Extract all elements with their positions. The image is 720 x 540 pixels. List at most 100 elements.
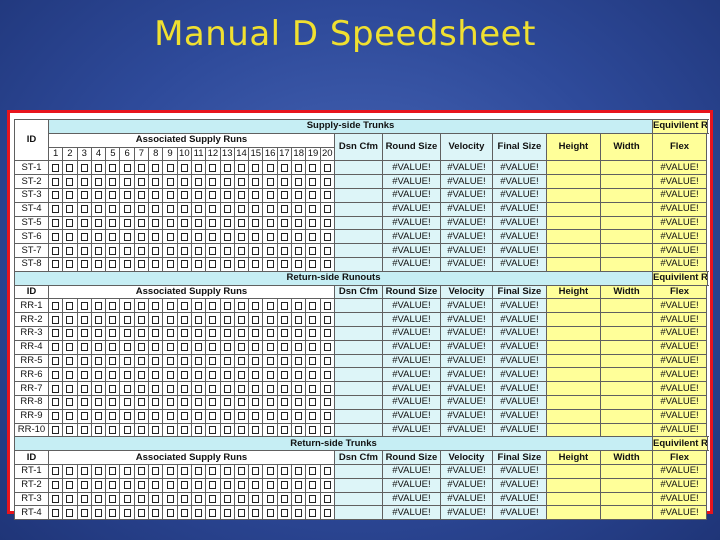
run-checkbox[interactable]: [152, 425, 160, 434]
run-checkbox[interactable]: [223, 205, 231, 214]
run-checkbox[interactable]: [195, 384, 203, 393]
run-checkbox[interactable]: [166, 329, 174, 338]
run-checkbox-cell[interactable]: [319, 394, 335, 410]
run-checkbox[interactable]: [66, 356, 74, 365]
run-checkbox[interactable]: [295, 246, 303, 255]
run-checkbox[interactable]: [152, 356, 160, 365]
run-checkbox-cell[interactable]: [319, 339, 335, 355]
run-checkbox[interactable]: [95, 232, 103, 241]
run-checkbox-cell[interactable]: [62, 174, 78, 189]
run-checkbox[interactable]: [280, 412, 288, 421]
run-checkbox-cell[interactable]: [319, 463, 335, 479]
run-checkbox[interactable]: [223, 508, 231, 517]
run-checkbox-cell[interactable]: [319, 381, 335, 396]
run-checkbox-cell[interactable]: [219, 229, 235, 245]
run-checkbox[interactable]: [295, 191, 303, 200]
run-checkbox-cell[interactable]: [119, 353, 135, 369]
run-checkbox-cell[interactable]: [62, 256, 78, 272]
run-checkbox-cell[interactable]: [76, 298, 92, 314]
run-checkbox[interactable]: [109, 398, 117, 407]
run-checkbox[interactable]: [195, 412, 203, 421]
run-checkbox[interactable]: [109, 384, 117, 393]
run-checkbox-cell[interactable]: [133, 187, 150, 203]
run-checkbox[interactable]: [109, 494, 117, 503]
run-checkbox[interactable]: [323, 481, 331, 490]
run-checkbox[interactable]: [195, 315, 203, 324]
run-checkbox[interactable]: [180, 218, 188, 227]
run-checkbox-cell[interactable]: [176, 353, 192, 369]
run-checkbox[interactable]: [180, 425, 188, 434]
run-checkbox-cell[interactable]: [233, 215, 250, 231]
height-input[interactable]: [545, 353, 601, 369]
run-checkbox-cell[interactable]: [248, 491, 264, 507]
run-checkbox[interactable]: [123, 412, 131, 421]
run-checkbox[interactable]: [66, 246, 74, 255]
run-checkbox[interactable]: [109, 205, 117, 214]
run-checkbox[interactable]: [80, 329, 88, 338]
height-input[interactable]: [545, 394, 601, 410]
run-checkbox[interactable]: [180, 246, 188, 255]
run-checkbox[interactable]: [209, 467, 217, 476]
run-checkbox[interactable]: [109, 370, 117, 379]
run-checkbox-cell[interactable]: [119, 243, 135, 258]
run-checkbox-cell[interactable]: [276, 463, 293, 479]
run-checkbox-cell[interactable]: [276, 505, 293, 521]
run-checkbox[interactable]: [52, 494, 60, 503]
run-checkbox[interactable]: [238, 246, 245, 255]
run-checkbox[interactable]: [180, 370, 188, 379]
run-checkbox[interactable]: [180, 191, 188, 200]
run-checkbox-cell[interactable]: [276, 243, 293, 258]
run-checkbox[interactable]: [95, 163, 103, 172]
run-checkbox[interactable]: [109, 163, 117, 172]
run-checkbox[interactable]: [52, 191, 60, 200]
run-checkbox[interactable]: [295, 398, 303, 407]
height-input[interactable]: [545, 256, 601, 272]
run-checkbox-cell[interactable]: [205, 229, 221, 245]
run-checkbox[interactable]: [166, 412, 174, 421]
run-checkbox-cell[interactable]: [148, 491, 164, 507]
height-input[interactable]: [545, 160, 601, 176]
run-checkbox[interactable]: [166, 191, 174, 200]
run-checkbox[interactable]: [266, 412, 274, 421]
run-checkbox-cell[interactable]: [76, 353, 92, 369]
run-checkbox[interactable]: [137, 494, 145, 503]
run-checkbox[interactable]: [123, 232, 131, 241]
run-checkbox-cell[interactable]: [119, 229, 135, 245]
run-checkbox[interactable]: [309, 425, 317, 434]
run-checkbox[interactable]: [295, 163, 303, 172]
run-checkbox[interactable]: [280, 343, 288, 352]
run-checkbox-cell[interactable]: [148, 256, 164, 272]
run-checkbox-cell[interactable]: [90, 298, 107, 314]
run-checkbox-cell[interactable]: [76, 381, 92, 396]
run-checkbox-cell[interactable]: [219, 367, 235, 383]
run-checkbox-cell[interactable]: [291, 229, 307, 245]
run-checkbox-cell[interactable]: [90, 477, 107, 493]
run-checkbox[interactable]: [252, 398, 260, 407]
run-checkbox[interactable]: [323, 412, 331, 421]
run-checkbox[interactable]: [180, 412, 188, 421]
run-checkbox-cell[interactable]: [47, 215, 64, 231]
run-checkbox[interactable]: [309, 218, 317, 227]
run-checkbox[interactable]: [309, 177, 317, 186]
run-checkbox[interactable]: [52, 232, 60, 241]
dsn-cfm-input[interactable]: [333, 312, 383, 327]
run-checkbox[interactable]: [95, 370, 103, 379]
run-checkbox-cell[interactable]: [62, 201, 78, 217]
run-checkbox[interactable]: [295, 205, 303, 214]
run-checkbox-cell[interactable]: [176, 229, 192, 245]
run-checkbox[interactable]: [137, 177, 145, 186]
run-checkbox-cell[interactable]: [205, 491, 221, 507]
dsn-cfm-input[interactable]: [333, 174, 383, 189]
run-checkbox-cell[interactable]: [248, 408, 264, 424]
run-checkbox-cell[interactable]: [133, 160, 150, 176]
run-checkbox[interactable]: [280, 508, 288, 517]
run-checkbox[interactable]: [166, 384, 174, 393]
height-input[interactable]: [545, 174, 601, 189]
run-checkbox-cell[interactable]: [233, 422, 250, 438]
run-checkbox-cell[interactable]: [47, 477, 64, 493]
run-checkbox-cell[interactable]: [219, 353, 235, 369]
run-checkbox-cell[interactable]: [133, 256, 150, 272]
run-checkbox-cell[interactable]: [105, 325, 121, 341]
run-checkbox[interactable]: [280, 425, 288, 434]
run-checkbox-cell[interactable]: [291, 187, 307, 203]
